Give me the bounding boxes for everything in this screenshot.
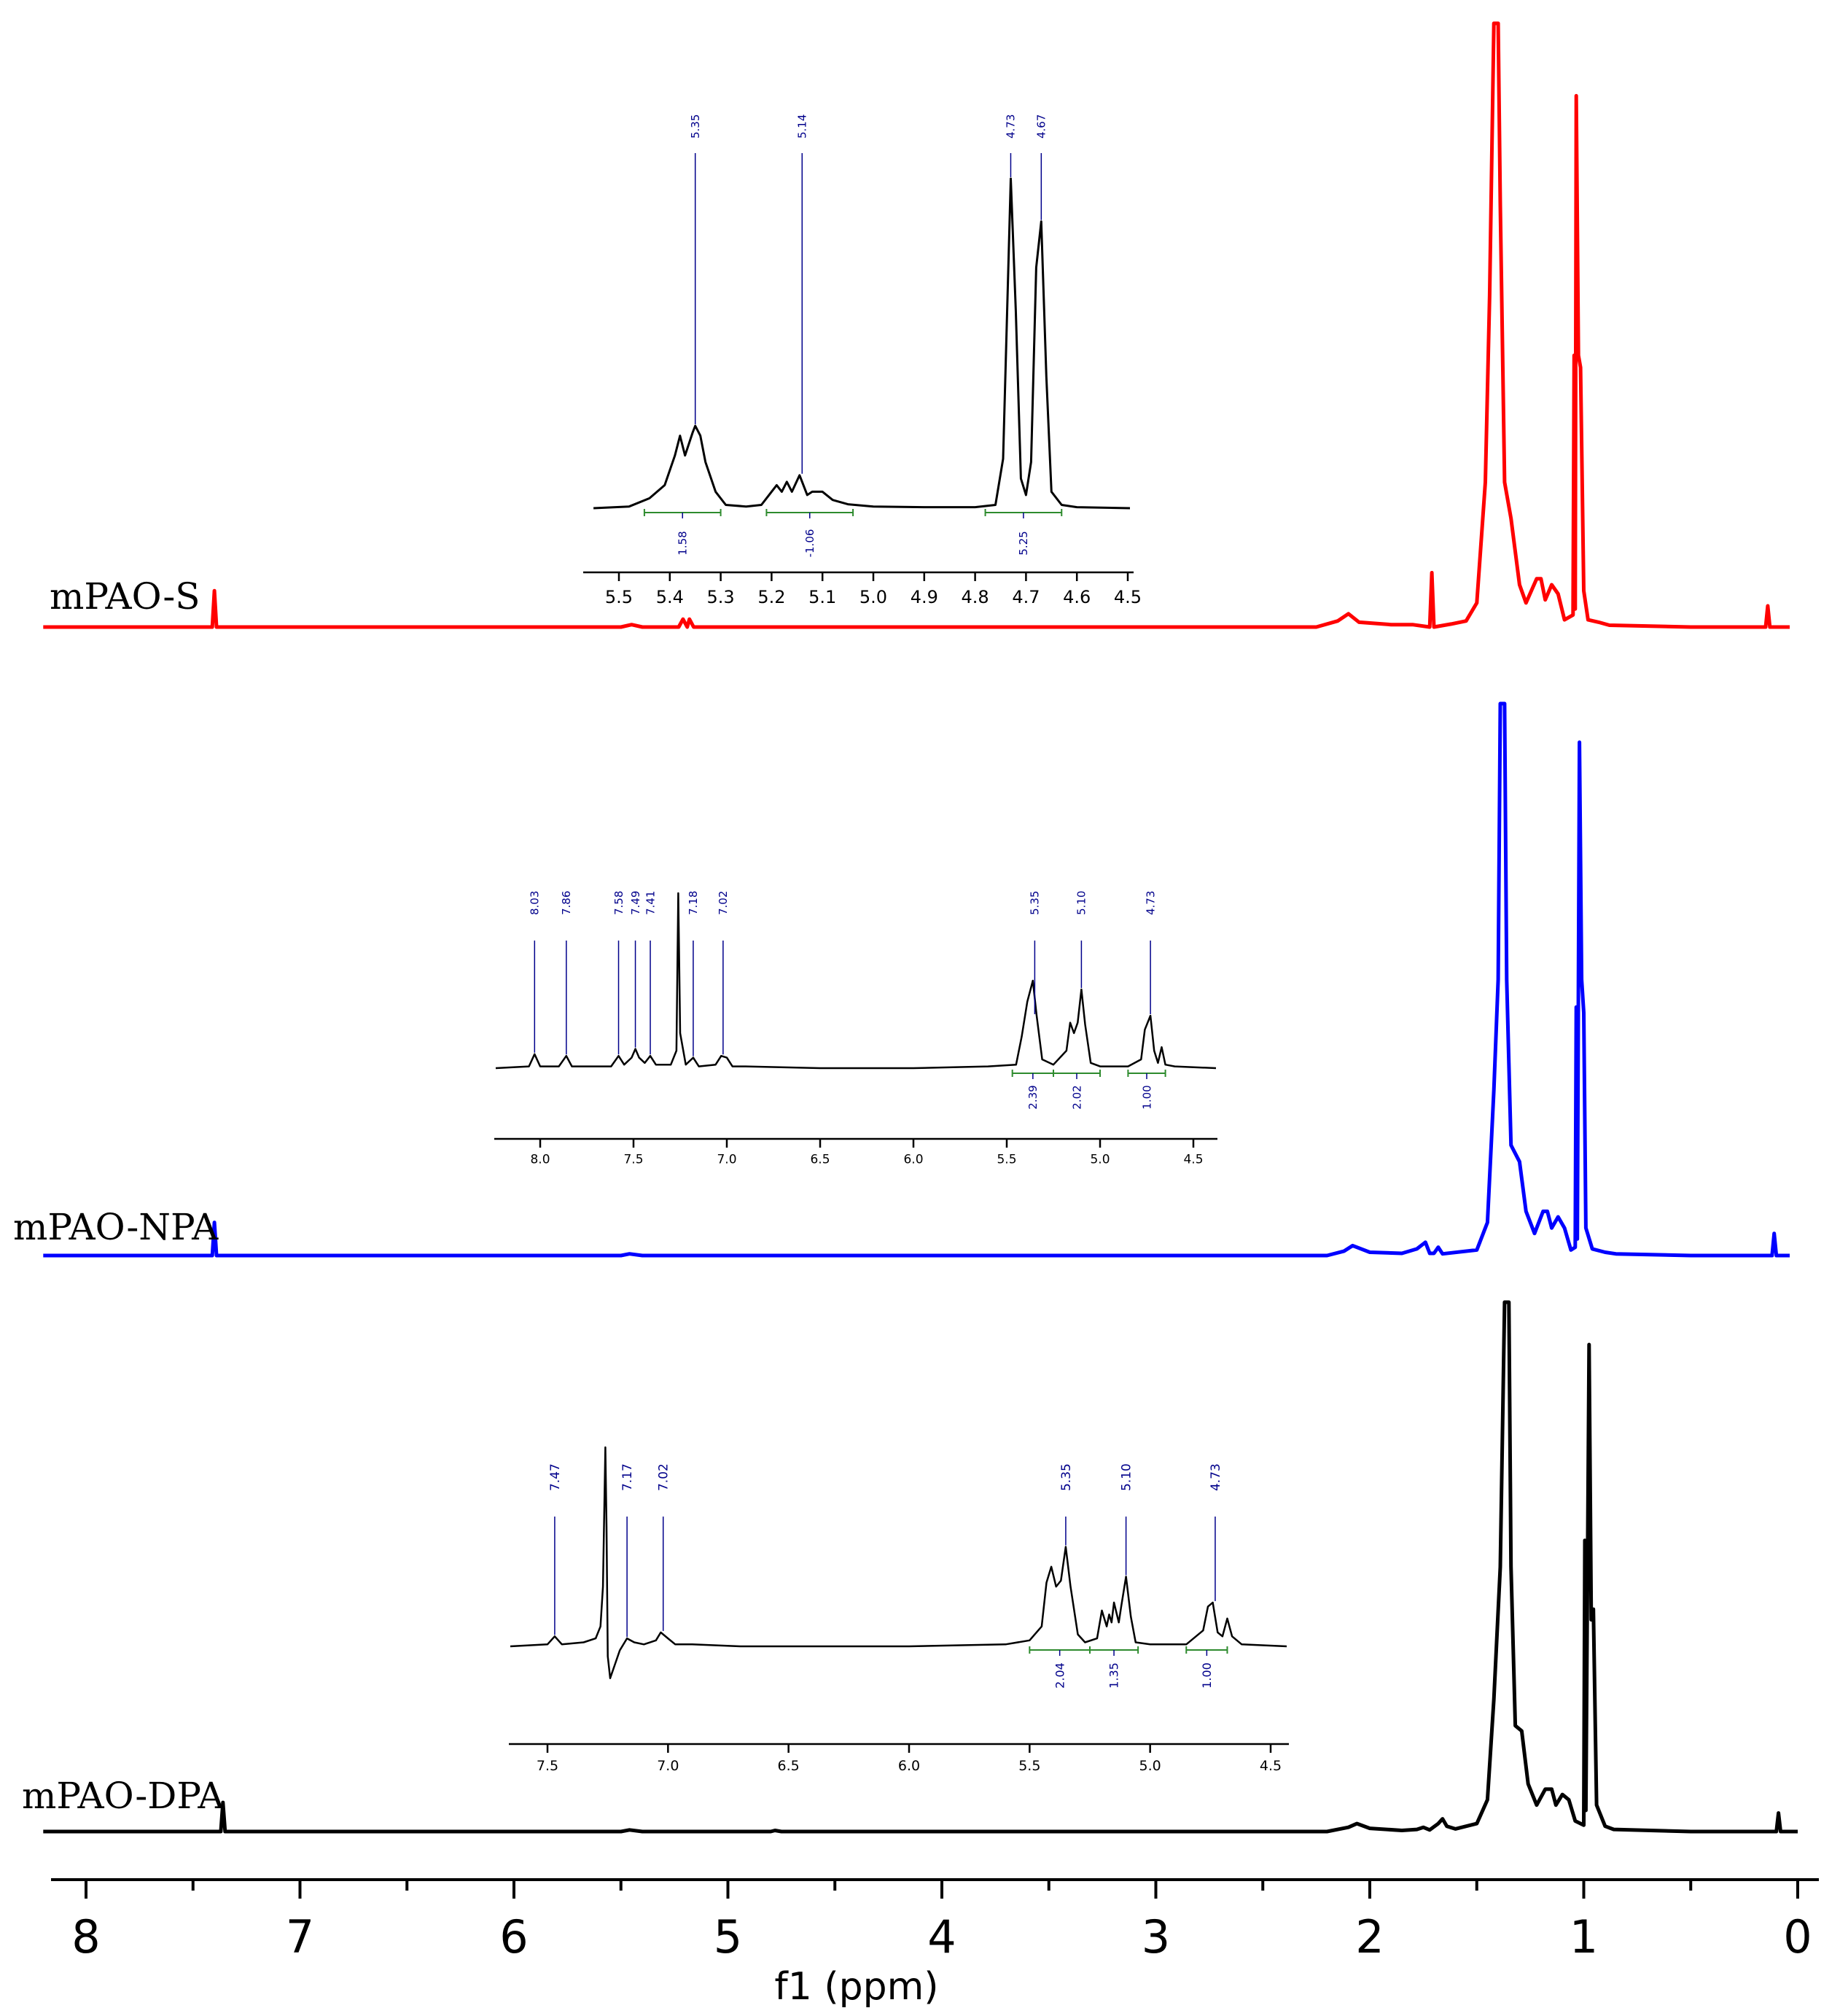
inset-tick-label: 4.9	[911, 587, 938, 607]
x-tick-label: 2	[1355, 1910, 1384, 1964]
inset-tick-label: 6.0	[903, 1152, 923, 1167]
peak-label: 4.73	[1144, 891, 1157, 915]
integral-label: 2.02	[1070, 1085, 1083, 1109]
inset-x-axis: 5.5 5.4 5.3 5.2 5.1 5.0 4.9 4.8 4.7 4.6 4.5	[583, 571, 1142, 607]
peak-label: 5.35	[1059, 1463, 1074, 1491]
series-label: mPAO-NPA	[13, 1206, 219, 1248]
peak-label: 4.67	[1035, 114, 1048, 139]
inset-x-axis: 7.5 7.0 6.5 6.0 5.5 5.0 4.5	[509, 1743, 1289, 1774]
inset-tick-label: 6.5	[810, 1152, 830, 1167]
inset-tick-label: 5.1	[808, 587, 836, 607]
inset-tick-label: 4.8	[962, 587, 989, 607]
inset-tick-label: 7.5	[623, 1152, 643, 1167]
inset-tick-label: 5.0	[1139, 1758, 1161, 1774]
integral-label: -1.06	[803, 529, 816, 558]
x-axis-title: f1 (ppm)	[774, 1965, 938, 2009]
spectrum-mpao-dpa: mPAO-DPA	[22, 1300, 1798, 1834]
inset-tick-label: 4.7	[1012, 587, 1040, 607]
inset-tick-label: 6.5	[778, 1758, 800, 1774]
x-tick-label: 4	[927, 1910, 956, 1964]
inset-tick-label: 7.0	[657, 1758, 679, 1774]
inset-series-line	[510, 1446, 1287, 1679]
x-axis: 8 7 6 5 4 3 2 1 0 f1 (ppm)	[51, 1878, 1819, 2009]
inset-tick-label: 6.0	[898, 1758, 920, 1774]
inset-tick-label: 5.5	[605, 587, 633, 607]
x-tick-label: 3	[1142, 1910, 1170, 1964]
x-tick-label: 0	[1783, 1910, 1812, 1964]
series-label: mPAO-S	[50, 575, 200, 618]
inset-tick-label: 7.5	[537, 1758, 558, 1774]
inset-tick-label: 5.5	[997, 1152, 1016, 1167]
inset-series-line	[495, 892, 1217, 1070]
x-tick-label: 5	[714, 1910, 742, 1964]
integral-label: 1.00	[1140, 1085, 1153, 1109]
peak-label: 7.86	[560, 891, 573, 915]
peak-label: 7.02	[717, 891, 730, 915]
peak-label: 5.35	[1029, 891, 1042, 915]
x-tick-label: 8	[71, 1910, 100, 1964]
inset-tick-label: 5.0	[859, 587, 887, 607]
inset-tick-label: 4.5	[1260, 1758, 1282, 1774]
peak-label: 7.49	[629, 891, 642, 915]
x-tick-label: 1	[1570, 1910, 1598, 1964]
peak-label: 4.73	[1005, 114, 1018, 139]
inset-tick-label: 7.0	[717, 1152, 736, 1167]
series-line	[43, 21, 1790, 629]
peak-labels: 5.35 5.14 4.73 4.67	[689, 114, 1048, 474]
peak-label: 7.02	[657, 1463, 671, 1491]
integral-label: 1.58	[677, 531, 690, 555]
integral-label: 1.35	[1107, 1662, 1121, 1689]
peak-label: 5.14	[796, 114, 809, 139]
peak-labels: 7.47 7.17 7.02 5.35 5.10 4.73	[548, 1463, 1223, 1638]
peak-label: 5.10	[1120, 1463, 1134, 1491]
peak-labels: 8.03 7.86 7.58 7.49 7.41 7.18 7.02 5.35 5.10 4.73	[529, 891, 1157, 1056]
peak-label: 7.47	[548, 1463, 563, 1491]
peak-label: 5.35	[689, 114, 702, 139]
inset-spectrum-1: 5.5 5.4 5.3 5.2 5.1 5.0 4.9 4.8 4.7 4.6 4.5 5.35 5.1…	[583, 114, 1142, 607]
peak-label: 7.17	[620, 1463, 635, 1491]
integral-label: 5.25	[1017, 531, 1030, 555]
inset-tick-label: 8.0	[530, 1152, 550, 1167]
peak-label: 8.03	[529, 891, 542, 915]
series-line	[43, 1300, 1798, 1834]
series-label: mPAO-DPA	[22, 1775, 225, 1817]
inset-tick-label: 5.2	[757, 587, 785, 607]
integrals: 2.39 2.02 1.00	[1011, 1070, 1166, 1110]
integral-label: 2.39	[1026, 1085, 1040, 1109]
integral-label: 1.00	[1200, 1662, 1214, 1689]
inset-x-axis: 8.0 7.5 7.0 6.5 6.0 5.5 5.0 4.5	[494, 1137, 1217, 1167]
series-line	[43, 701, 1790, 1258]
inset-spectrum-2: 8.0 7.5 7.0 6.5 6.0 5.5 5.0 4.5 8.03 7.86 7.58 7.49…	[494, 891, 1217, 1167]
peak-label: 7.41	[644, 891, 657, 915]
inset-tick-label: 4.5	[1183, 1152, 1203, 1167]
peak-label: 5.10	[1075, 891, 1088, 915]
inset-spectrum-3: 7.5 7.0 6.5 6.0 5.5 5.0 4.5 7.47 7.17 7.02 5.35 5.1…	[509, 1446, 1289, 1774]
inset-tick-label: 5.3	[707, 587, 735, 607]
inset-series-line	[593, 177, 1131, 510]
integrals: 1.58 -1.06 5.25	[643, 509, 1063, 558]
peak-label: 7.18	[687, 891, 700, 915]
spectrum-mpao-npa: mPAO-NPA	[13, 701, 1790, 1258]
spectrum-mpao-s: mPAO-S	[43, 21, 1790, 629]
inset-tick-label: 5.5	[1018, 1758, 1040, 1774]
integral-label: 2.04	[1053, 1662, 1067, 1689]
x-tick-label: 7	[286, 1910, 314, 1964]
x-tick-label: 6	[499, 1910, 528, 1964]
integrals: 2.04 1.35 1.00	[1029, 1646, 1228, 1689]
inset-tick-label: 4.6	[1063, 587, 1091, 607]
peak-label: 7.58	[612, 891, 625, 915]
peak-label: 4.73	[1209, 1463, 1223, 1491]
inset-tick-label: 4.5	[1114, 587, 1142, 607]
inset-tick-label: 5.4	[656, 587, 684, 607]
inset-tick-label: 5.0	[1090, 1152, 1110, 1167]
